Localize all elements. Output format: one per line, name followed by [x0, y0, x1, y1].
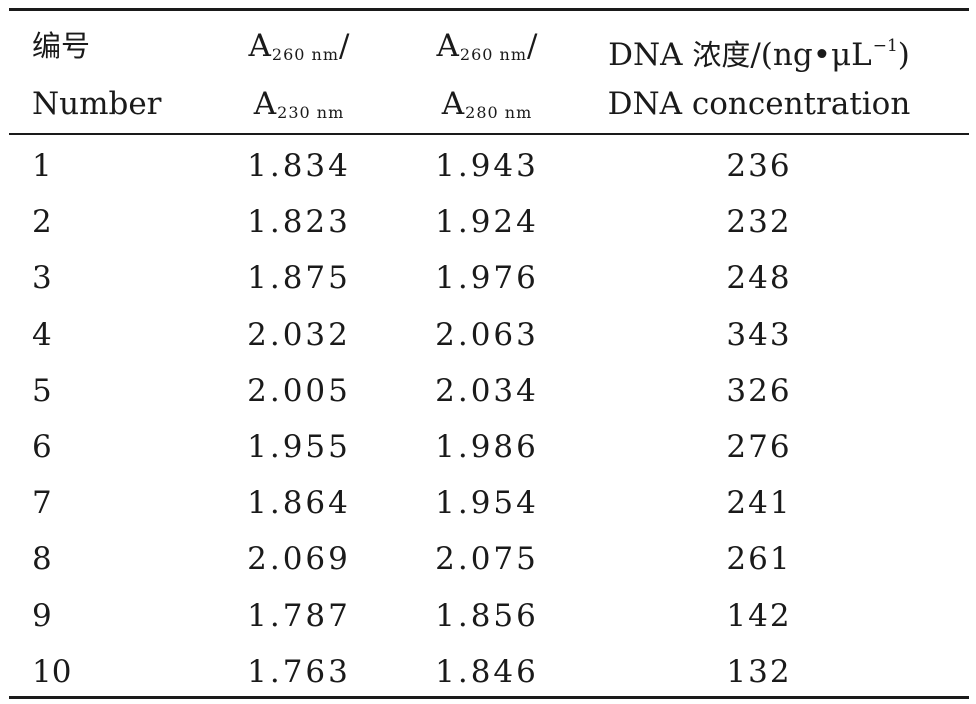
header-a260-a230-sub2: 230 nm [277, 103, 345, 122]
table-row: 7 1.864 1.954 241 [9, 475, 969, 531]
table-row: 10 1.763 1.846 132 [9, 644, 969, 700]
cell-number: 10 [32, 653, 72, 690]
header-concentration-sup: −1 [872, 36, 898, 56]
cell-number: 9 [32, 597, 52, 634]
cell-a260-a280: 1.924 [435, 204, 539, 241]
table-top-rule [9, 8, 969, 11]
table-row: 3 1.875 1.976 248 [9, 250, 969, 306]
cell-number: 2 [32, 204, 52, 241]
header-a260-a280-sub1: 260 nm [459, 45, 528, 64]
cell-concentration: 241 [726, 485, 792, 522]
cell-number: 5 [32, 372, 52, 409]
table-row: 5 2.005 2.034 326 [9, 363, 969, 419]
header-concentration-close: ) [897, 37, 910, 73]
table-row: 8 2.069 2.075 261 [9, 531, 969, 587]
cell-a260-a230: 2.005 [247, 372, 351, 409]
cell-concentration: 276 [726, 428, 792, 465]
table-row: 2 1.823 1.924 232 [9, 194, 969, 250]
header-a260-a230-slash: / [339, 28, 350, 64]
cell-concentration: 248 [726, 260, 792, 297]
cell-a260-a280: 1.943 [435, 148, 539, 184]
cell-number: 6 [32, 428, 52, 465]
cell-a260-a280: 1.986 [435, 428, 539, 465]
cell-a260-a230: 2.069 [247, 541, 351, 578]
table-header-rule [9, 133, 969, 135]
cell-concentration: 232 [726, 204, 792, 241]
header-a260-a230-main1: A [248, 28, 271, 64]
cell-concentration: 142 [726, 597, 792, 634]
table-header: 编号 Number A260 nm/ A230 nm A260 nm/ A280… [9, 8, 969, 133]
header-concentration-pre: DNA [608, 37, 693, 73]
cell-concentration: 343 [726, 316, 792, 353]
header-concentration-cn: 浓度 [692, 38, 751, 72]
cell-concentration: 326 [726, 372, 792, 409]
header-a260-a230-main2: A [253, 86, 277, 122]
header-a260-a230-sub1: 260 nm [271, 45, 340, 64]
table-row: 4 2.032 2.063 343 [9, 307, 969, 363]
cell-concentration: 132 [726, 653, 792, 690]
header-a260-a280-sub2: 280 nm [465, 103, 533, 122]
header-number-en: Number [32, 86, 162, 122]
cell-number: 4 [32, 316, 52, 353]
cell-a260-a280: 1.976 [435, 260, 539, 297]
cell-a260-a280: 1.856 [435, 597, 539, 634]
cell-a260-a280: 2.075 [435, 541, 539, 578]
cell-concentration: 261 [726, 541, 792, 578]
header-a260-a280-main2: A [441, 86, 465, 122]
table-bottom-rule [9, 696, 969, 699]
cell-a260-a230: 1.955 [247, 428, 351, 465]
header-number-cn: 编号 [32, 29, 91, 63]
header-concentration-unit: /(ng•μL [750, 37, 872, 73]
table-row: 6 1.955 1.986 276 [9, 419, 969, 475]
cell-number: 8 [32, 541, 52, 578]
cell-number: 3 [32, 260, 52, 297]
cell-a260-a280: 2.063 [435, 316, 539, 353]
cell-a260-a230: 2.032 [247, 316, 351, 353]
header-a260-a230: A260 nm/ A230 nm [199, 16, 399, 132]
header-concentration-en: DNA concentration [607, 86, 911, 122]
table-row: 9 1.787 1.856 142 [9, 588, 969, 644]
table-row: 1 1.834 1.943 236 [9, 138, 969, 194]
cell-a260-a230: 1.823 [247, 204, 351, 241]
cell-a260-a280: 2.034 [435, 372, 539, 409]
header-concentration: DNA 浓度/(ng•μL−1) DNA concentration [584, 16, 934, 132]
header-a260-a280-slash: / [527, 28, 538, 64]
cell-a260-a280: 1.954 [435, 485, 539, 522]
header-number: 编号 Number [32, 16, 162, 132]
table-body: 1 1.834 1.943 236 2 1.823 1.924 232 3 1.875 1.976 2… [9, 138, 969, 700]
cell-a260-a230: 1.875 [247, 260, 351, 297]
cell-a260-a230: 1.763 [247, 653, 351, 690]
cell-a260-a230: 1.787 [247, 597, 351, 634]
header-a260-a280: A260 nm/ A280 nm [387, 16, 587, 132]
cell-number: 7 [32, 485, 52, 522]
cell-a260-a230: 1.864 [247, 485, 351, 522]
cell-concentration: 236 [726, 148, 792, 184]
header-a260-a280-main1: A [436, 28, 459, 64]
cell-number: 1 [32, 148, 52, 184]
cell-a260-a230: 1.834 [247, 148, 351, 184]
cell-a260-a280: 1.846 [435, 653, 539, 690]
